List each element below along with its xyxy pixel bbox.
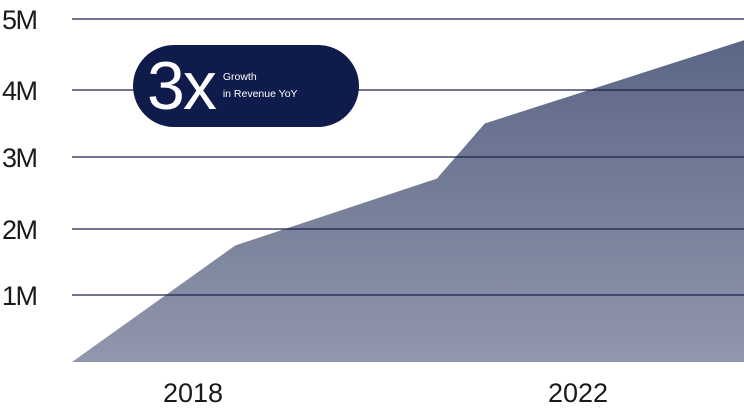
- x-tick-label: 2018: [163, 378, 223, 408]
- badge-line-growth: Growth: [222, 71, 257, 83]
- y-tick-label: 4M: [2, 76, 37, 106]
- y-tick-label: 2M: [2, 215, 37, 245]
- y-tick-label: 5M: [2, 5, 37, 35]
- y-tick-label: 3M: [2, 143, 37, 173]
- revenue-area: [72, 40, 744, 363]
- x-tick-label: 2022: [548, 378, 608, 408]
- badge-multiplier: 3x: [147, 48, 217, 124]
- y-tick-label: 1M: [2, 281, 37, 311]
- badge-caption: Growth in Revenue YoY: [223, 69, 298, 103]
- growth-badge: 3x Growth in Revenue YoY: [133, 45, 359, 127]
- badge-line-revenue: in Revenue YoY: [222, 88, 298, 100]
